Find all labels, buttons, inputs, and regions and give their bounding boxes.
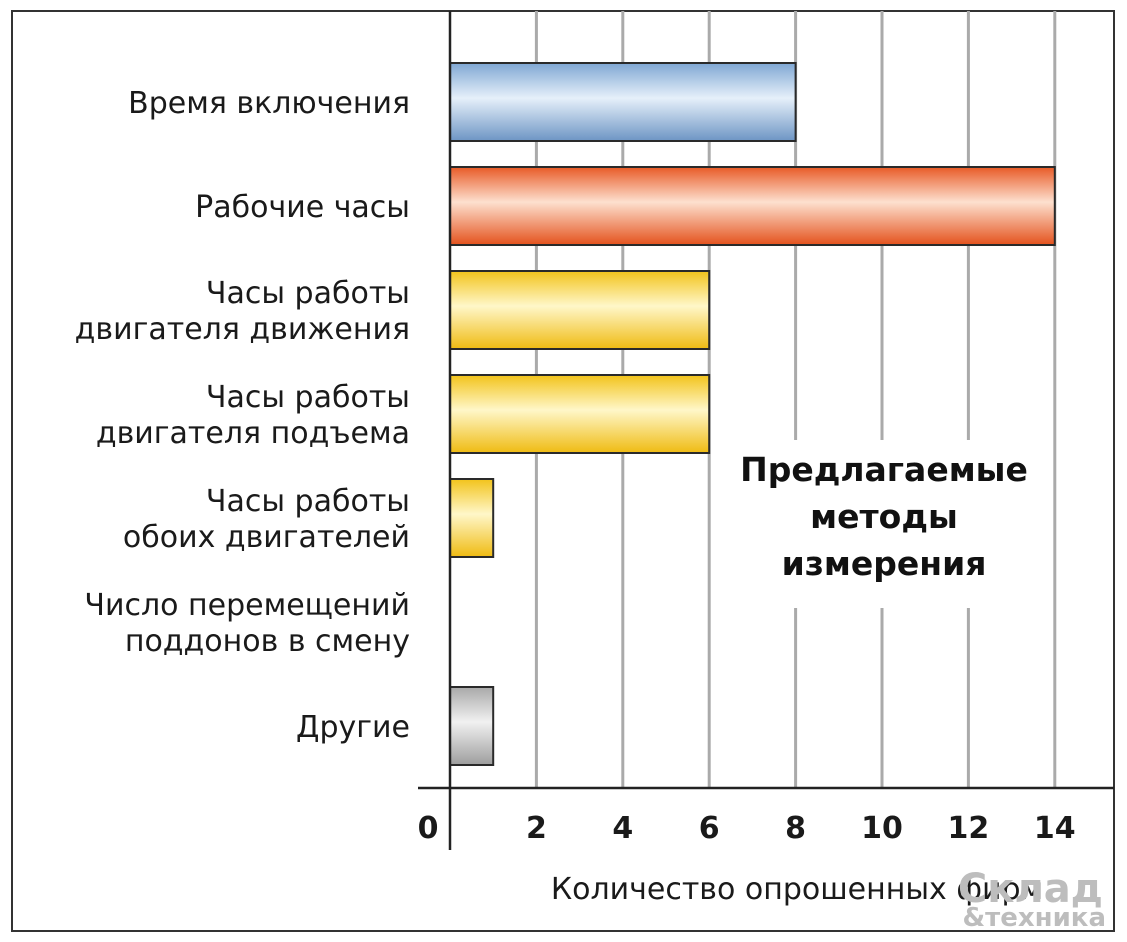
annotation-line-0: Предлагаемые <box>740 450 1028 489</box>
x-tick-label-14: 14 <box>1034 811 1076 846</box>
category-label-3-0: Часы работы <box>206 380 410 415</box>
bars <box>449 62 1056 766</box>
x-tick-label-2: 2 <box>526 811 547 846</box>
category-label-0-0: Время включения <box>128 86 410 121</box>
x-tick-label-0: 0 <box>418 811 439 846</box>
watermark-line2: &техника <box>962 903 1106 933</box>
x-axis-title: Количество опрошенных фирм <box>551 872 1043 907</box>
bar-3 <box>449 374 711 454</box>
bar-1 <box>449 166 1056 246</box>
x-tick-labels: 0 2 4 6 8 10 12 14 <box>418 811 1076 846</box>
bar-0 <box>449 62 797 142</box>
x-tick-label-6: 6 <box>699 811 720 846</box>
annotation-line-1: методы <box>810 497 958 536</box>
category-label-1-0: Рабочие часы <box>195 190 410 225</box>
category-label-5-0: Число перемещений <box>84 588 410 623</box>
annotation-background <box>712 440 1047 608</box>
x-tick-label-12: 12 <box>948 811 990 846</box>
x-tick-label-8: 8 <box>785 811 806 846</box>
x-tick-label-10: 10 <box>861 811 903 846</box>
category-label-2-0: Часы работы <box>206 276 410 311</box>
category-label-6-0: Другие <box>296 710 410 745</box>
x-tick-label-4: 4 <box>612 811 633 846</box>
axes <box>418 11 1114 850</box>
category-label-4-0: Часы работы <box>206 484 410 519</box>
watermark: Склад &техника <box>958 866 1106 933</box>
annotation: Предлагаемые методы измерения <box>712 440 1047 608</box>
bar-2 <box>449 270 711 350</box>
annotation-line-2: измерения <box>782 544 987 583</box>
category-label-3-1: двигателя подъема <box>96 416 410 451</box>
category-label-5-1: поддонов в смену <box>125 624 410 659</box>
category-label-2-1: двигателя движения <box>75 312 410 347</box>
bar-6 <box>449 686 495 766</box>
category-label-4-1: обоих двигателей <box>123 520 410 555</box>
watermark-line1: Склад <box>958 866 1103 912</box>
bar-4 <box>449 478 495 558</box>
